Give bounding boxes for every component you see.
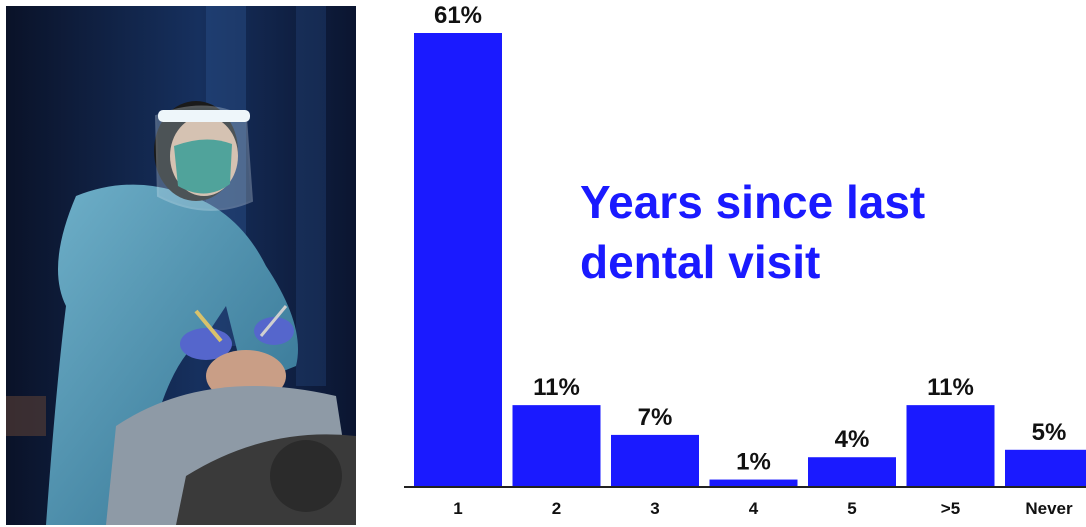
bar-chart: 61% 11% 7% 1% 4% 11% 5% 1 2 3 4 5 >5 Never Years sin… bbox=[380, 0, 1086, 527]
tick-label-5: 5 bbox=[847, 499, 856, 518]
bar-3 bbox=[611, 434, 699, 487]
value-label-1: 61% bbox=[434, 2, 482, 29]
tick-label-3: 3 bbox=[650, 499, 659, 518]
value-label-4: 1% bbox=[736, 449, 771, 476]
value-label-Never: 5% bbox=[1032, 419, 1067, 446]
bar-chart-canvas: 61% 11% 7% 1% 4% 11% 5% 1 2 3 4 5 >5 Never bbox=[404, 2, 1086, 518]
value-label-2: 11% bbox=[533, 374, 580, 401]
bar-1 bbox=[414, 33, 502, 487]
value-label-5: 4% bbox=[835, 426, 870, 453]
bar-Never bbox=[1005, 449, 1086, 487]
tick-label->5: >5 bbox=[941, 499, 960, 518]
value-label->5: 11% bbox=[927, 374, 974, 401]
tick-label-1: 1 bbox=[453, 499, 462, 518]
dentist-photo-illustration bbox=[6, 6, 356, 525]
value-label-3: 7% bbox=[638, 404, 673, 431]
bar-2 bbox=[512, 405, 601, 487]
bar-5 bbox=[808, 457, 896, 487]
chart-title: Years since last dental visit bbox=[580, 176, 926, 288]
dentist-photo bbox=[6, 6, 356, 525]
tick-label-Never: Never bbox=[1025, 499, 1073, 518]
bar->5 bbox=[906, 405, 995, 487]
tick-label-2: 2 bbox=[552, 499, 561, 518]
tick-label-4: 4 bbox=[749, 499, 759, 518]
bar-4 bbox=[709, 479, 798, 487]
